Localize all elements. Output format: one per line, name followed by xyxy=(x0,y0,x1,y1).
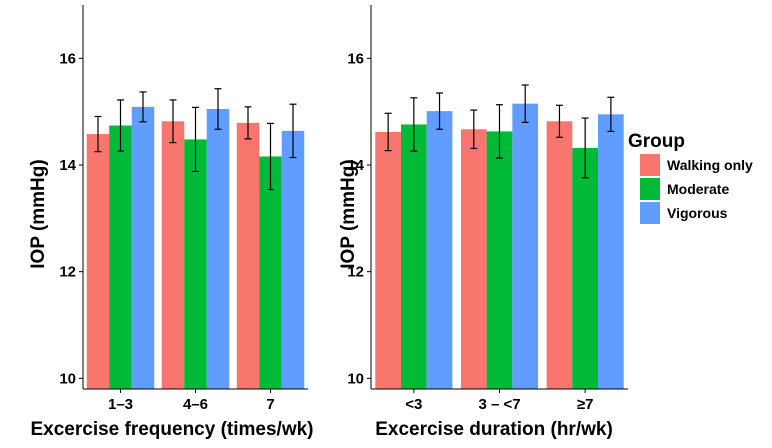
frequency-bar-moderate xyxy=(184,139,207,389)
duration-panel: IOP (mmHg) Excercise duration (hr/wk) 10… xyxy=(338,5,628,440)
duration-x-tick-label: ≥7 xyxy=(577,396,594,413)
duration-bars xyxy=(375,103,624,390)
duration-bar-vigorous xyxy=(426,111,453,389)
frequency-y-ticks: 10 12 14 16 xyxy=(59,50,83,387)
duration-bar-vigorous xyxy=(598,114,624,389)
duration-x-tick-label: <3 xyxy=(405,396,422,413)
frequency-x-ticks: 1–3 4–6 7 xyxy=(108,389,275,413)
frequency-x-tick-label: 1–3 xyxy=(108,396,133,413)
duration-bar-moderate xyxy=(572,147,599,389)
frequency-x-tick-label: 4–6 xyxy=(183,396,208,413)
duration-x-axis-title: Excercise duration (hr/wk) xyxy=(375,419,613,440)
duration-y-tick-label: 12 xyxy=(347,264,364,281)
frequency-y-tick-label: 12 xyxy=(59,264,76,281)
legend-title: Group xyxy=(628,131,685,152)
duration-y-tick-label: 16 xyxy=(347,50,364,67)
duration-bar-moderate xyxy=(400,124,427,389)
frequency-bar-vigorous xyxy=(281,130,305,389)
frequency-bar-moderate xyxy=(109,125,132,390)
duration-bar-vigorous xyxy=(512,103,539,390)
frequency-bar-walking-only xyxy=(161,121,185,390)
duration-error-bars xyxy=(384,84,615,179)
duration-y-axis-title: IOP (mmHg) xyxy=(338,159,359,268)
duration-x-tick-label: 3 – <7 xyxy=(478,396,520,413)
legend-swatch-moderate xyxy=(640,178,660,200)
frequency-error-bars xyxy=(94,88,297,191)
frequency-bars xyxy=(86,106,305,390)
duration-bar-walking-only xyxy=(546,121,573,390)
frequency-bar-walking-only xyxy=(236,122,260,389)
duration-y-tick-label: 14 xyxy=(347,157,364,174)
duration-y-tick-label: 10 xyxy=(347,370,364,387)
legend-swatch-vigorous xyxy=(640,202,660,224)
duration-bar-moderate xyxy=(486,131,513,389)
frequency-panel: IOP (mmHg) Excercise frequency (times/wk… xyxy=(28,5,314,440)
frequency-bar-walking-only xyxy=(86,134,110,389)
frequency-x-axis-title: Excercise frequency (times/wk) xyxy=(30,419,313,440)
legend-label-moderate: Moderate xyxy=(667,181,729,197)
legend-label-vigorous: Vigorous xyxy=(667,205,728,221)
frequency-y-tick-label: 16 xyxy=(59,50,76,67)
legend-label-walking-only: Walking only xyxy=(667,157,753,173)
duration-bar-walking-only xyxy=(460,129,487,389)
legend-swatch-walking-only xyxy=(640,154,660,176)
frequency-bar-vigorous xyxy=(131,106,155,389)
duration-bar-walking-only xyxy=(375,131,401,389)
frequency-bar-moderate xyxy=(259,156,282,389)
frequency-y-tick-label: 10 xyxy=(59,370,76,387)
frequency-y-axis-title: IOP (mmHg) xyxy=(28,159,49,268)
duration-y-ticks: 10 12 14 16 xyxy=(347,50,371,387)
legend: Group Walking only Moderate Vigorous xyxy=(628,131,753,224)
frequency-y-tick-label: 14 xyxy=(59,157,76,174)
frequency-bar-vigorous xyxy=(206,109,230,389)
duration-x-ticks: <3 3 – <7 ≥7 xyxy=(405,389,593,413)
frequency-x-tick-label: 7 xyxy=(266,396,274,413)
